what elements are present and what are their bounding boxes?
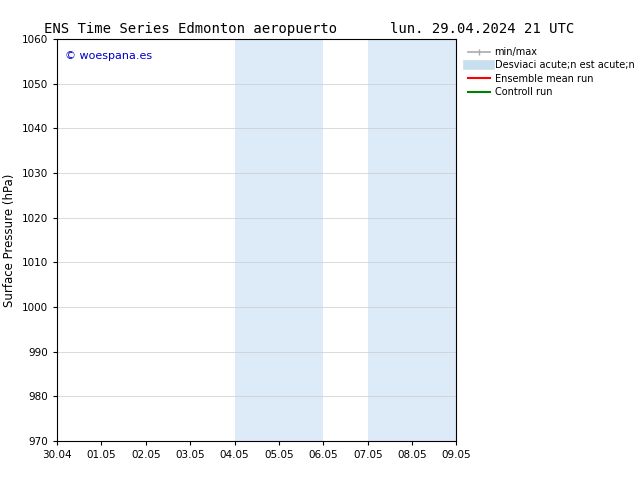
Bar xyxy=(412,39,456,441)
Bar xyxy=(235,39,279,441)
Y-axis label: Surface Pressure (hPa): Surface Pressure (hPa) xyxy=(3,173,16,307)
Text: lun. 29.04.2024 21 UTC: lun. 29.04.2024 21 UTC xyxy=(390,22,574,36)
Text: ENS Time Series Edmonton aeropuerto: ENS Time Series Edmonton aeropuerto xyxy=(44,22,337,36)
Bar xyxy=(279,39,323,441)
Bar xyxy=(368,39,412,441)
Text: © woespana.es: © woespana.es xyxy=(65,51,152,61)
Legend: min/max, Desviaci acute;n est acute;ndar, Ensemble mean run, Controll run: min/max, Desviaci acute;n est acute;ndar… xyxy=(465,44,634,100)
